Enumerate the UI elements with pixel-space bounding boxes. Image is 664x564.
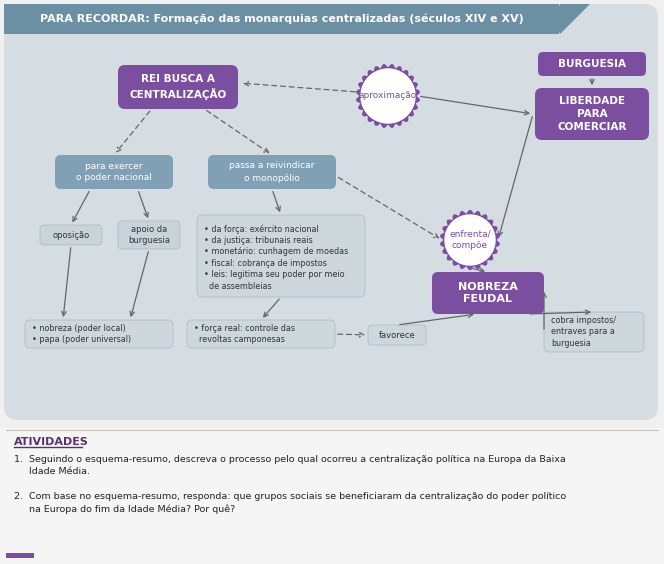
Polygon shape: [361, 69, 415, 123]
FancyBboxPatch shape: [55, 155, 173, 189]
Text: ATIVIDADES: ATIVIDADES: [14, 437, 89, 447]
Text: cobra impostos/
entraves para a
burguesia: cobra impostos/ entraves para a burguesi…: [551, 316, 616, 348]
FancyBboxPatch shape: [538, 52, 646, 76]
Text: • nobreza (poder local)
• papa (poder universal): • nobreza (poder local) • papa (poder un…: [32, 324, 131, 344]
FancyBboxPatch shape: [40, 225, 102, 245]
Text: enfrenta/
compõe: enfrenta/ compõe: [449, 230, 491, 250]
FancyBboxPatch shape: [118, 65, 238, 109]
Text: REI BUSCA A
CENTRALIZAÇÃO: REI BUSCA A CENTRALIZAÇÃO: [129, 74, 226, 100]
FancyBboxPatch shape: [25, 320, 173, 348]
Text: 2.  Com base no esquema-resumo, responda: que grupos sociais se beneficiaram da : 2. Com base no esquema-resumo, responda:…: [14, 492, 566, 514]
Text: passa a reivindicar
o monopólio: passa a reivindicar o monopólio: [229, 161, 315, 183]
FancyBboxPatch shape: [4, 4, 564, 34]
Bar: [0, 428, 664, 564]
FancyBboxPatch shape: [535, 88, 649, 140]
Text: para exercer
o poder nacional: para exercer o poder nacional: [76, 162, 152, 182]
Text: • força real: controle das
  revoltas camponesas: • força real: controle das revoltas camp…: [194, 324, 295, 344]
Text: BURGUESIA: BURGUESIA: [558, 59, 626, 69]
Text: 1.  Seguindo o esquema-resumo, descreva o processo pelo qual ocorreu a centraliz: 1. Seguindo o esquema-resumo, descreva o…: [14, 455, 566, 477]
Text: • da força: exército nacional
• da justiça: tribunais reais
• monetário: cunhage: • da força: exército nacional • da justi…: [204, 224, 348, 291]
Text: aproximação: aproximação: [359, 91, 417, 100]
Text: apoio da
burguesia: apoio da burguesia: [128, 225, 170, 245]
Polygon shape: [441, 210, 499, 270]
FancyBboxPatch shape: [118, 221, 180, 249]
Text: favorece: favorece: [378, 331, 416, 340]
Text: NOBREZA
FEUDAL: NOBREZA FEUDAL: [458, 281, 518, 305]
Polygon shape: [357, 65, 419, 127]
FancyBboxPatch shape: [432, 272, 544, 314]
Bar: [4, 4, 559, 34]
FancyBboxPatch shape: [197, 215, 365, 297]
FancyBboxPatch shape: [4, 4, 658, 420]
Text: LIBERDADE
PARA
COMERCIAR: LIBERDADE PARA COMERCIAR: [557, 96, 627, 132]
FancyBboxPatch shape: [368, 325, 426, 345]
Bar: [6, 553, 34, 558]
Polygon shape: [560, 4, 590, 34]
Text: oposição: oposição: [52, 231, 90, 240]
Polygon shape: [445, 215, 495, 265]
FancyBboxPatch shape: [544, 312, 644, 352]
FancyBboxPatch shape: [208, 155, 336, 189]
FancyBboxPatch shape: [187, 320, 335, 348]
Text: PARA RECORDAR: Formação das monarquias centralizadas (séculos XIV e XV): PARA RECORDAR: Formação das monarquias c…: [40, 14, 524, 24]
